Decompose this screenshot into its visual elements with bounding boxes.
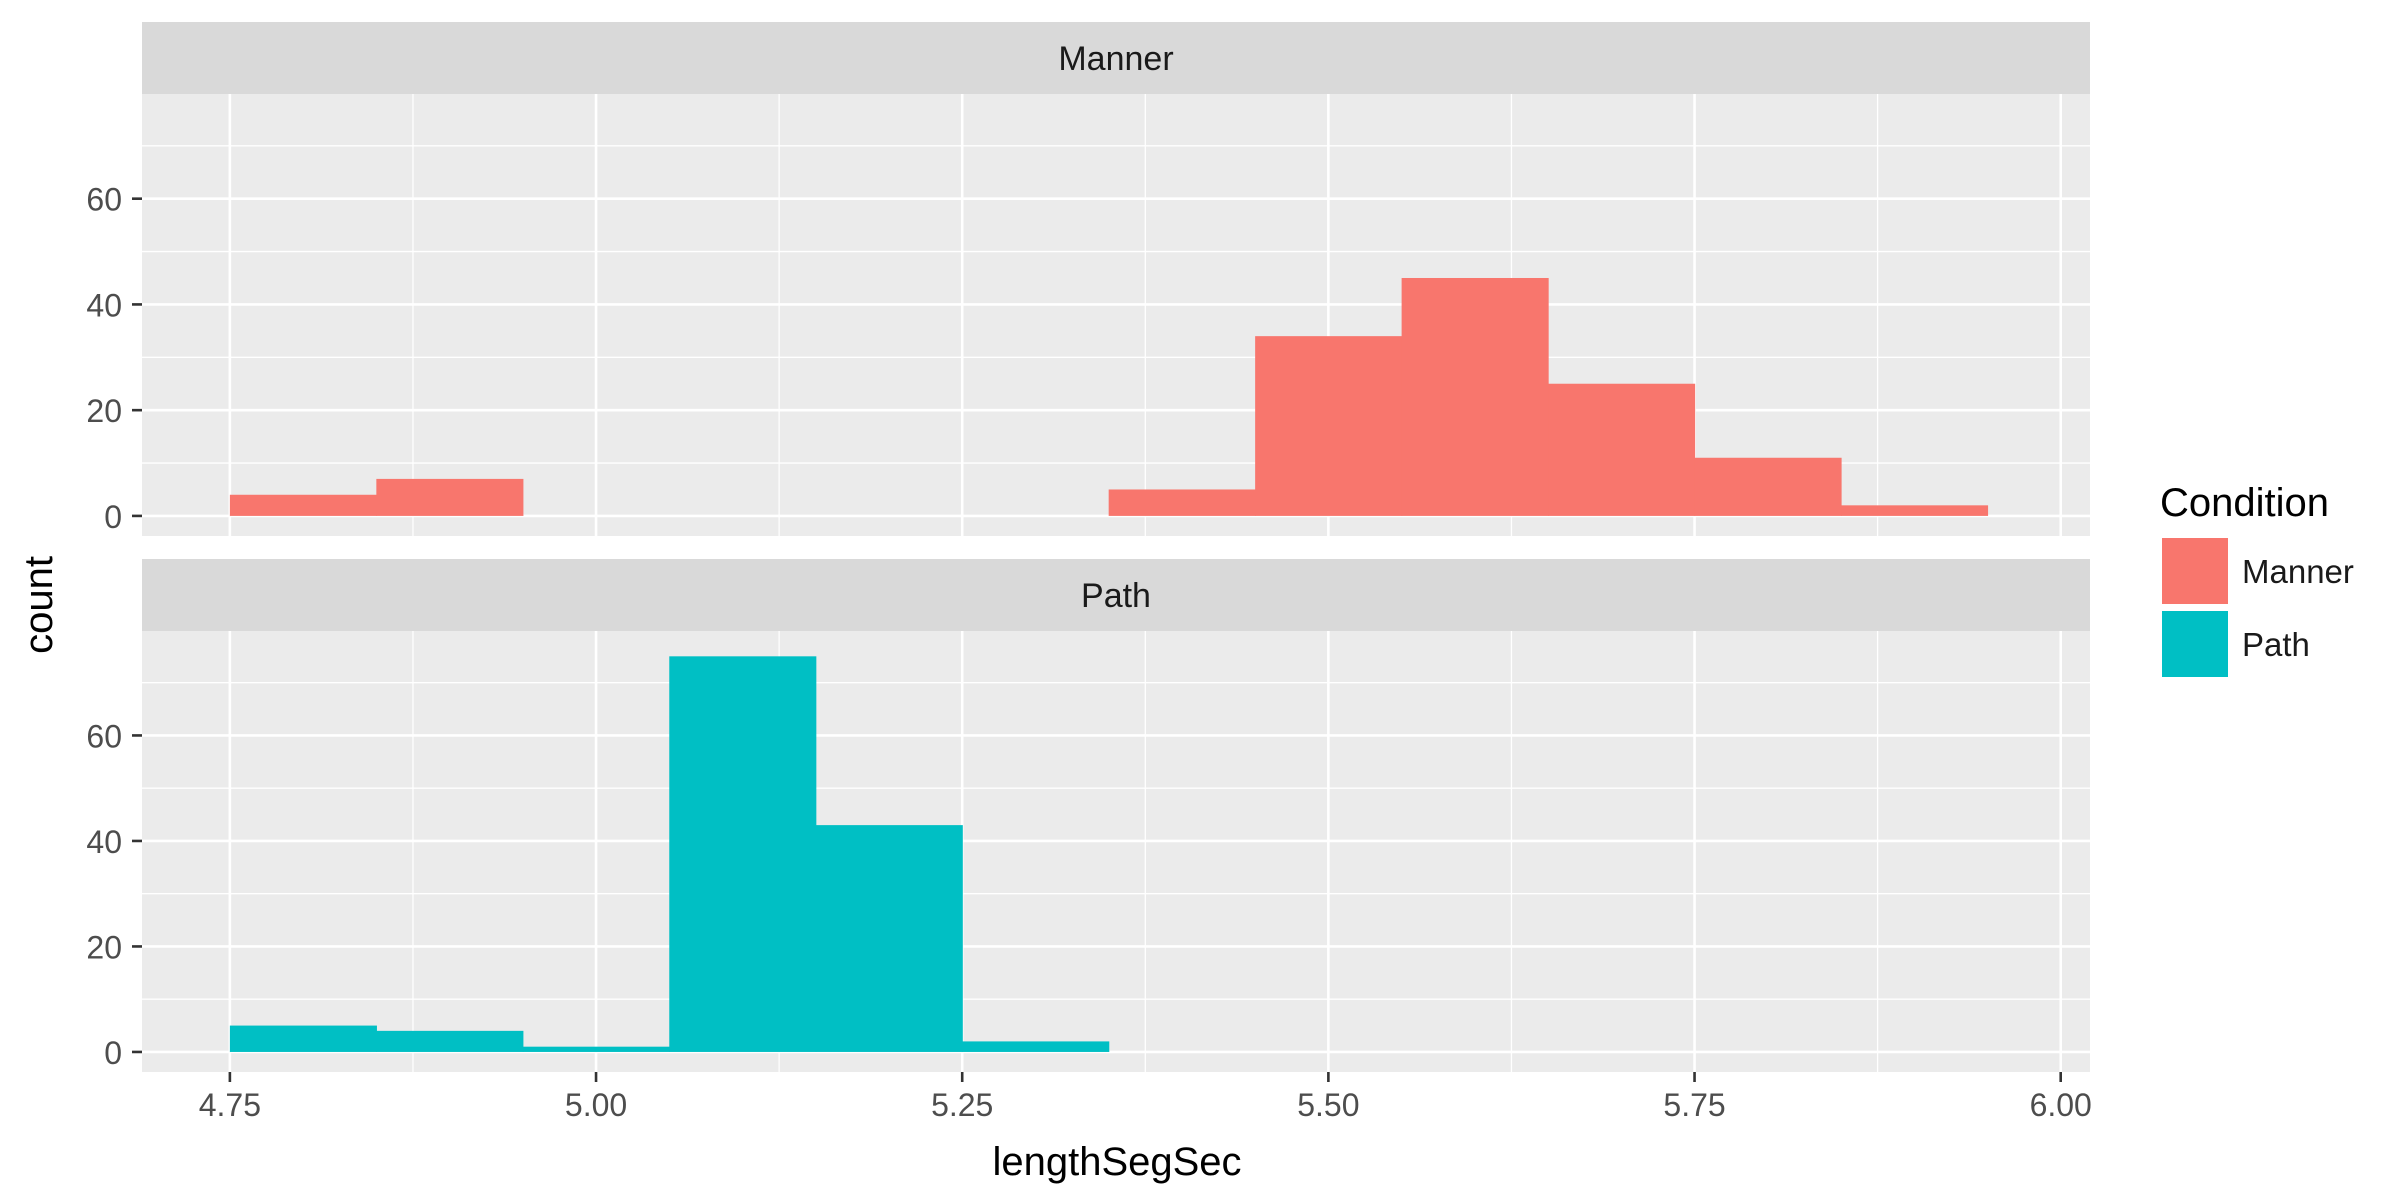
- x-tick-label: 4.75: [199, 1087, 261, 1123]
- histogram-bar: [1108, 489, 1256, 516]
- facet-panels: Manner 0 20 40 60 Path 0 20 40 60: [86, 22, 2090, 1072]
- x-tick-label: 6.00: [2030, 1087, 2092, 1123]
- legend-key: [2162, 538, 2228, 604]
- histogram-bar: [1694, 457, 1842, 516]
- histogram-bar: [1401, 277, 1549, 516]
- y-tick-label: 0: [104, 499, 122, 535]
- y-tick-label: 40: [86, 287, 122, 323]
- x-axis-title: lengthSegSec: [992, 1140, 1241, 1184]
- facet-manner: Manner 0 20 40 60: [86, 22, 2090, 536]
- panel-background: [142, 631, 2090, 1072]
- histogram-bar: [522, 1046, 670, 1052]
- facet-path: Path 0 20 40 60: [86, 559, 2090, 1072]
- facet-strip: [142, 22, 2090, 94]
- histogram-bar: [229, 494, 377, 516]
- x-tick-label: 5.50: [1297, 1087, 1359, 1123]
- y-axis-title: count: [17, 556, 61, 654]
- y-tick-label: 60: [86, 182, 122, 218]
- histogram-bar: [962, 1041, 1110, 1052]
- histogram-bar: [229, 1025, 377, 1052]
- facet-strip-label: Path: [1081, 577, 1151, 615]
- y-tick-label: 60: [86, 718, 122, 754]
- legend: Condition Manner Path: [2160, 481, 2354, 677]
- facet-strip-label: Manner: [1058, 40, 1173, 78]
- legend-title: Condition: [2160, 481, 2329, 525]
- histogram-bar: [815, 825, 963, 1052]
- legend-label: Path: [2242, 626, 2310, 663]
- histogram-bar: [1548, 383, 1696, 516]
- x-tick-label: 5.00: [565, 1087, 627, 1123]
- legend-label: Manner: [2242, 553, 2354, 590]
- facet-strip: [142, 559, 2090, 631]
- x-axis: 4.75 5.00 5.25 5.50 5.75 6.00: [199, 1072, 2092, 1123]
- histogram-bar: [376, 478, 524, 516]
- y-tick-label: 20: [86, 393, 122, 429]
- x-tick-label: 5.25: [931, 1087, 993, 1123]
- histogram-bar: [669, 656, 817, 1052]
- x-tick-label: 5.75: [1663, 1087, 1725, 1123]
- y-tick-label: 40: [86, 824, 122, 860]
- y-tick-label: 0: [104, 1035, 122, 1071]
- y-tick-label: 20: [86, 929, 122, 965]
- histogram-bar: [376, 1030, 524, 1052]
- legend-key: [2162, 611, 2228, 677]
- histogram-bar: [1255, 336, 1403, 516]
- histogram-bar: [1841, 505, 1989, 516]
